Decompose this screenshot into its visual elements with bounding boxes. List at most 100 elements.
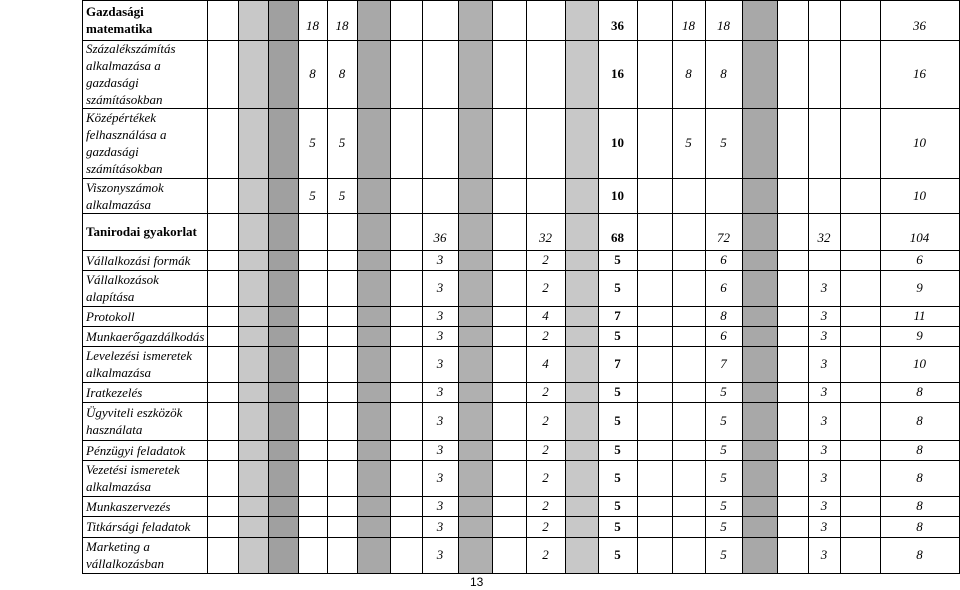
cell-value: 6	[720, 280, 727, 295]
cell-value: 5	[614, 384, 621, 399]
row-rule	[82, 537, 960, 538]
column-rule	[598, 0, 599, 573]
row-label: Százalékszámítás alkalmazása a gazdasági…	[86, 41, 176, 107]
cell-value: 8	[916, 442, 923, 457]
cell-value: 3	[820, 280, 828, 295]
cell-value: 68	[611, 229, 624, 245]
cell-value: 6	[720, 252, 727, 267]
cell-value: 10	[913, 187, 926, 203]
cell-value: 5	[614, 413, 621, 428]
column-rule	[268, 0, 269, 573]
row-label: Vállalkozási formák	[86, 252, 191, 268]
row-rule	[82, 460, 960, 461]
cell-value: 5	[614, 442, 621, 457]
cell-value: 3	[436, 413, 444, 428]
row-label: Tanirodai gyakorlat	[86, 224, 197, 239]
cell-value: 32	[817, 229, 831, 245]
shaded-column	[357, 0, 390, 573]
cell-value: 8	[916, 470, 923, 485]
cell-value: 2	[542, 470, 549, 485]
column-rule	[207, 0, 208, 573]
cell-value: 3	[820, 356, 828, 371]
shaded-column	[238, 0, 268, 573]
cell-value: 3	[436, 252, 444, 267]
cell-value: 3	[436, 470, 444, 485]
cell-value: 8	[720, 66, 727, 81]
column-rule	[526, 0, 527, 573]
cell-value: 3	[820, 498, 828, 513]
column-rule	[565, 0, 566, 573]
column-rule	[492, 0, 493, 573]
cell-value: 8	[916, 384, 923, 399]
cell-value: 5	[309, 135, 316, 150]
column-rule	[637, 0, 638, 573]
cell-value: 5	[685, 135, 692, 150]
cell-value: 3	[820, 328, 828, 343]
cell-value: 18	[717, 18, 730, 33]
row-rule	[82, 326, 960, 327]
cell-value: 6	[916, 252, 923, 267]
cell-value: 3	[820, 518, 828, 534]
column-rule	[458, 0, 459, 573]
row-label: Gazdasági matematika	[86, 4, 153, 36]
row-rule	[82, 496, 960, 497]
cell-value: 2	[542, 518, 549, 534]
cell-value: 3	[436, 498, 444, 513]
row-rule	[82, 306, 960, 307]
cell-value: 18	[682, 18, 695, 33]
cell-value: 8	[720, 308, 727, 323]
cell-value: 5	[338, 135, 346, 150]
cell-value: 5	[614, 547, 621, 562]
cell-value: 2	[542, 498, 549, 513]
cell-value: 11	[913, 308, 926, 323]
row-label: Középértékek felhasználása a gazdasági s…	[86, 110, 167, 176]
cell-value: 10	[913, 135, 926, 150]
cell-value: 5	[720, 413, 727, 428]
row-rule	[82, 250, 960, 251]
cell-value: 3	[436, 308, 444, 323]
cell-value: 5	[720, 384, 727, 399]
column-rule	[705, 0, 706, 573]
row-label: Protokoll	[86, 308, 135, 324]
cell-value: 5	[720, 518, 727, 534]
row-label: Marketing a vállalkozásban	[86, 539, 164, 571]
row-rule	[82, 40, 960, 41]
cell-value: 9	[916, 328, 923, 343]
cell-value: 5	[614, 498, 621, 513]
row-rule	[82, 346, 960, 347]
cell-value: 8	[338, 66, 346, 81]
column-rule	[238, 0, 239, 573]
cell-value: 36	[913, 18, 926, 33]
row-rule	[82, 108, 960, 109]
cell-value: 10	[913, 356, 926, 371]
column-rule	[327, 0, 328, 573]
shaded-column	[742, 0, 777, 573]
shaded-column	[268, 0, 298, 573]
row-rule	[82, 402, 960, 403]
column-rule	[880, 0, 881, 573]
cell-value: 3	[436, 384, 444, 399]
shaded-column	[565, 0, 598, 573]
row-rule	[82, 213, 960, 214]
column-rule	[840, 0, 841, 573]
column-rule	[82, 0, 83, 573]
cell-value: 3	[436, 442, 444, 457]
shaded-column	[458, 0, 492, 573]
row-label: Iratkezelés	[86, 384, 143, 400]
row-label: Titkársági feladatok	[86, 519, 191, 534]
row-label: Ügyviteli eszközök használata	[86, 405, 183, 437]
page-number: 13	[470, 575, 484, 589]
cell-value: 3	[820, 547, 828, 562]
row-rule	[82, 382, 960, 383]
cell-value: 5	[720, 135, 727, 150]
cell-value: 7	[720, 356, 727, 371]
cell-value: 5	[720, 498, 727, 513]
cell-value: 8	[916, 547, 923, 562]
row-rule	[82, 440, 960, 441]
cell-value: 4	[542, 308, 549, 323]
cell-value: 5	[720, 470, 727, 485]
cell-value: 104	[909, 229, 930, 245]
column-rule	[422, 0, 423, 573]
row-label: Viszonyszámok alkalmazása	[86, 179, 164, 212]
cell-value: 8	[916, 413, 923, 428]
